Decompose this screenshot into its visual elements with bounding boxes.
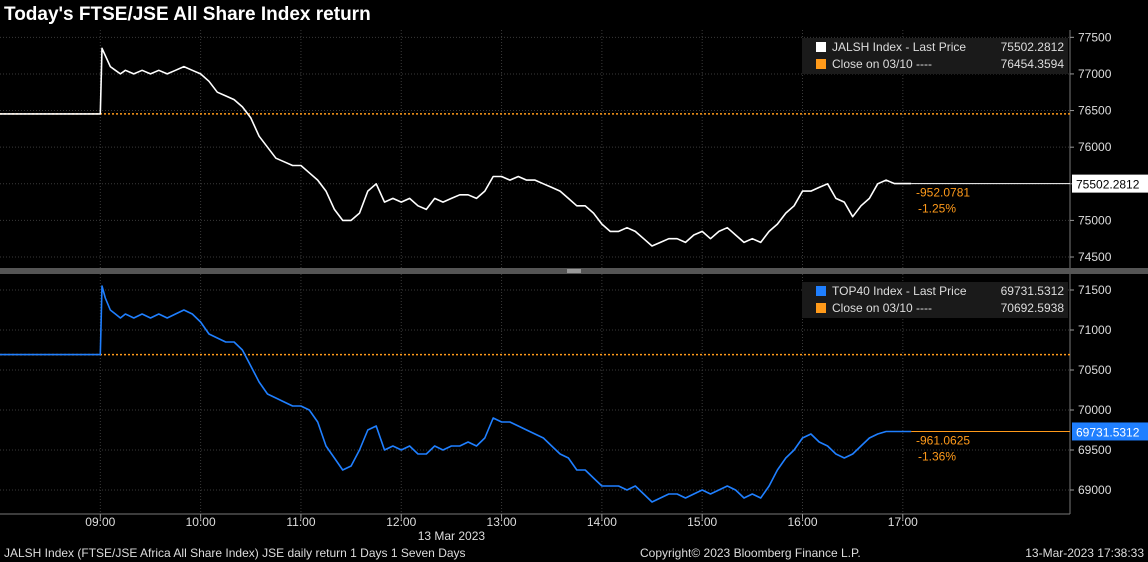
- legend-value: 75502.2812: [1001, 40, 1065, 54]
- x-tick-label: 14:00: [587, 515, 617, 529]
- legend-swatch: [816, 303, 826, 313]
- last-value-label: 75502.2812: [1076, 178, 1140, 192]
- legend-value: 70692.5938: [1001, 301, 1065, 315]
- y-tick-label: 77500: [1078, 30, 1112, 44]
- y-tick-label: 70000: [1078, 403, 1112, 417]
- x-tick-label: 16:00: [787, 515, 817, 529]
- legend-box: [802, 282, 1068, 318]
- chart-title: Today's FTSE/JSE All Share Index return: [4, 4, 371, 25]
- legend-swatch: [816, 286, 826, 296]
- series-line-jalsh: [0, 47, 912, 247]
- x-tick-label: 10:00: [186, 515, 216, 529]
- x-tick-label: 17:00: [888, 515, 918, 529]
- last-value-label: 69731.5312: [1076, 425, 1140, 439]
- y-tick-label: 74500: [1078, 250, 1112, 264]
- last-value-box: [1072, 174, 1148, 193]
- legend-swatch: [816, 59, 826, 69]
- panel-separator-grip: [567, 269, 581, 273]
- y-tick-label: 75000: [1078, 213, 1112, 227]
- legend-value: 76454.3594: [1001, 57, 1065, 71]
- footer-copyright: Copyright© 2023 Bloomberg Finance L.P.: [640, 546, 861, 560]
- legend-value: 69731.5312: [1001, 284, 1065, 298]
- y-tick-label: 71000: [1078, 323, 1112, 337]
- footer-timestamp: 13-Mar-2023 17:38:33: [1025, 546, 1144, 560]
- series-line-top40: [0, 285, 912, 503]
- change-pct-label: -1.25%: [918, 202, 956, 216]
- legend-swatch: [816, 42, 826, 52]
- last-value-box: [1072, 422, 1148, 441]
- y-tick-label: 69500: [1078, 443, 1112, 457]
- footer-description: JALSH Index (FTSE/JSE Africa All Share I…: [4, 546, 466, 560]
- legend-name: Close on 03/10 ----: [832, 301, 932, 315]
- x-tick-label: 12:00: [386, 515, 416, 529]
- legend-name: TOP40 Index - Last Price: [832, 284, 967, 298]
- x-tick-label: 15:00: [687, 515, 717, 529]
- panel-jalsh: 7450075000755007600076500770007750075502…: [0, 30, 1148, 268]
- x-tick-label: 11:00: [286, 515, 315, 529]
- change-label: -952.0781: [916, 186, 970, 200]
- footer-bar: JALSH Index (FTSE/JSE Africa All Share I…: [0, 544, 1148, 562]
- y-tick-label: 76000: [1078, 140, 1112, 154]
- x-tick-label: 09:00: [85, 515, 115, 529]
- x-tick-label: 13:00: [487, 515, 517, 529]
- y-tick-label: 70500: [1078, 363, 1112, 377]
- y-tick-label: 77000: [1078, 67, 1112, 81]
- x-date-label: 13 Mar 2023: [418, 529, 486, 543]
- y-tick-label: 76500: [1078, 104, 1112, 118]
- legend-box: [802, 38, 1068, 74]
- change-pct-label: -1.36%: [918, 449, 956, 463]
- legend-name: JALSH Index - Last Price: [832, 40, 966, 54]
- legend-name: Close on 03/10 ----: [832, 57, 932, 71]
- panel-top40: 69000 69500 70000 70500 71000 71500 69731.5312…: [0, 274, 1148, 514]
- y-tick-label: 69000: [1078, 483, 1112, 497]
- y-tick-label: 71500: [1078, 283, 1112, 297]
- change-label: -961.0625: [916, 433, 970, 447]
